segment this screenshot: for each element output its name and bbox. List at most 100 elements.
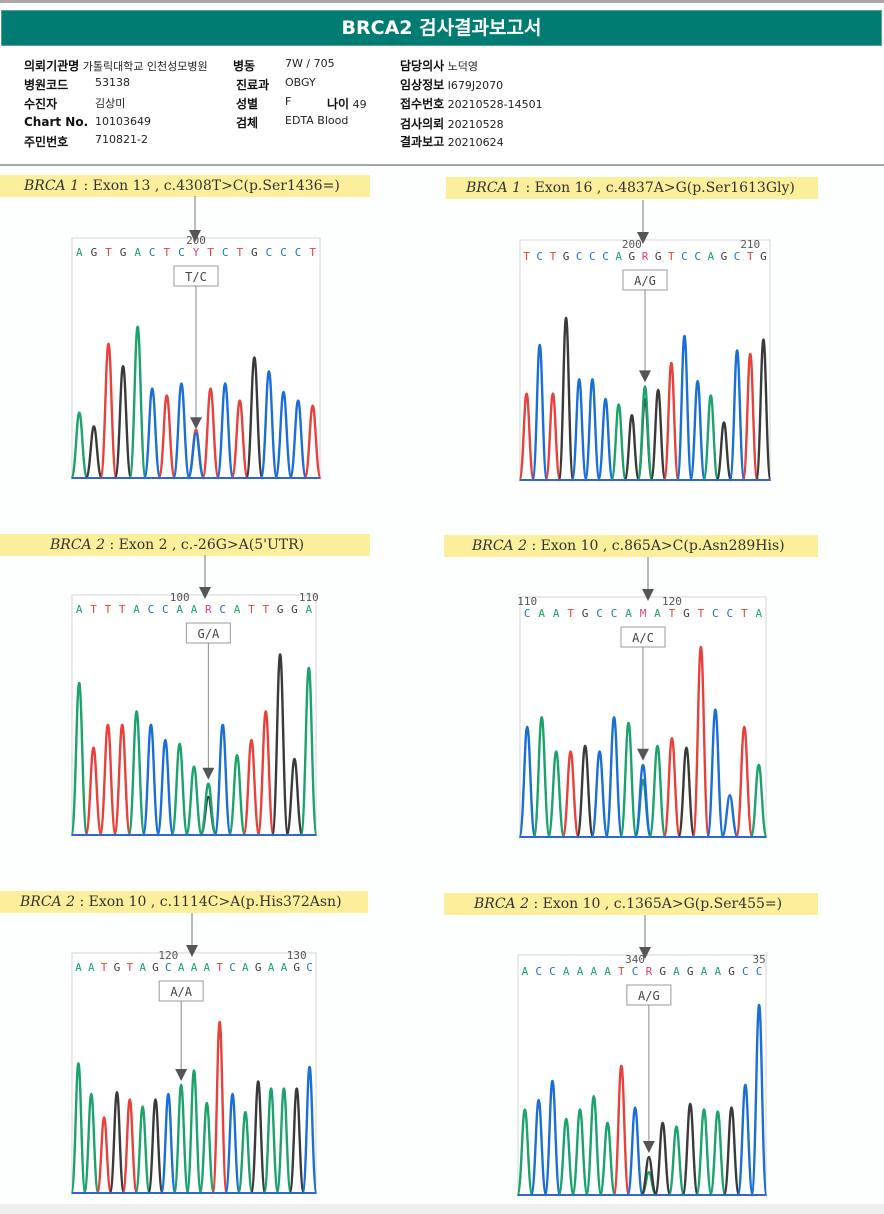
sex-value: F [285,95,292,108]
base-call: G [152,961,159,974]
trace-peak [172,1083,190,1195]
base-call: A [553,607,560,620]
base-call: C [549,965,556,978]
base-call: T [668,250,675,263]
genotype-label: T/C [185,270,207,284]
position-label: 120 [158,949,178,962]
department-value: OBGY [285,76,316,89]
trace-peak [585,1095,603,1197]
base-call: T [262,603,269,616]
request-date-label: 검사의뢰 [400,117,445,131]
request-date-field: 검사의뢰 20210528 [400,115,504,132]
base-call: T [669,607,676,620]
base-call: C [149,246,156,259]
base-call: C [222,246,229,259]
trace-peak [160,1092,177,1195]
base-call: A [714,965,721,978]
trace-peak [113,723,132,837]
request-date-value: 20210528 [447,118,504,131]
arrow-down-icon [642,589,654,601]
base-call: G [563,250,570,263]
trace-peak [156,738,175,837]
trace-peak [518,725,537,839]
base-call: A [577,965,584,978]
arrow-down-icon [637,232,649,244]
base-call: C [712,607,719,620]
trace-peak [636,385,654,482]
trace-peak [662,737,682,839]
trace-peak [303,404,322,480]
base-call: G [683,607,690,620]
trace-peak [70,681,89,837]
base-call: A [76,603,83,616]
patient-value: 김상미 [95,97,126,110]
age-label: 나이 [327,97,350,111]
patient-label: 수진자 [24,97,58,111]
trace-peak [157,394,177,480]
base-call: A [204,961,211,974]
clinical-info-field: 임상정보 I679J2070 [400,76,503,93]
base-call: C [162,603,169,616]
institution-field: 의뢰기관명 가톨릭대학교 인천성모병원 [24,57,208,74]
receipt-no-label: 접수번호 [400,97,445,111]
base-call: C [734,250,741,263]
trace-peak [543,1079,562,1197]
position-label: 120 [662,595,682,608]
trace-peak [224,1092,241,1195]
variant-banner: BRCA 2 : Exon 10 , c.865A>C(p.Asn289His) [444,535,818,557]
base-call: C [589,250,596,263]
trace-peak [623,414,641,482]
position-label: 110 [517,595,537,608]
variant-banner: BRCA 1 : Exon 16 , c.4837A>G(p.Ser1613Gl… [446,177,818,199]
trace-peak [84,425,104,480]
trace-peak [518,392,536,482]
trace-peak [237,1110,254,1195]
base-call: C [536,250,543,263]
report-date-field: 결과보고 20210624 [400,133,504,150]
report-title: BRCA2 검사결과보고서 [1,10,882,46]
base-call: G [659,965,666,978]
specimen-label: 검체 [236,116,259,130]
base-call: A [176,603,183,616]
base-call: C [280,246,287,259]
variant-detail: : Exon 13 , c.4308T>C(p.Ser1436=) [83,178,340,194]
base-call: T [236,246,243,259]
trace-peak [199,782,218,837]
position-label: 200 [622,238,642,251]
trace-peak [749,763,768,839]
arrow-down-icon [199,587,211,599]
trace-peak [213,723,232,837]
patient-info-section: 의뢰기관명 가톨릭대학교 인천성모병원 병동 7W / 705 담당의사 노덕영… [0,52,884,166]
base-call: C [756,965,763,978]
base-call: G [251,246,258,259]
trace-peak [648,744,667,839]
trace-peak [127,710,146,837]
trace-peak [516,1108,534,1197]
trace-peak [598,1121,617,1197]
genotype-label: G/A [198,627,220,641]
report-date-value: 20210624 [447,136,504,149]
arrow-down-icon [186,945,198,957]
base-call: G [728,965,735,978]
trace-peak [571,1108,589,1197]
base-call: G [655,250,662,263]
trace-peak [676,334,693,482]
trace-peak [590,750,609,839]
trace-peak [186,432,206,480]
arrow-down-icon [642,1141,655,1153]
trace-peak [95,1116,113,1195]
base-call: A [75,961,82,974]
trace-peak [299,666,318,837]
base-call: G [293,961,300,974]
trace-peak [184,765,204,837]
trace-peak [128,325,147,480]
genotype-label: A/G [638,989,660,1003]
trace-peak [702,394,720,482]
trace-peak [227,754,247,837]
base-call: C [178,246,185,259]
base-call: A [707,250,714,263]
trace-peak [271,653,290,837]
base-call: A [701,965,708,978]
